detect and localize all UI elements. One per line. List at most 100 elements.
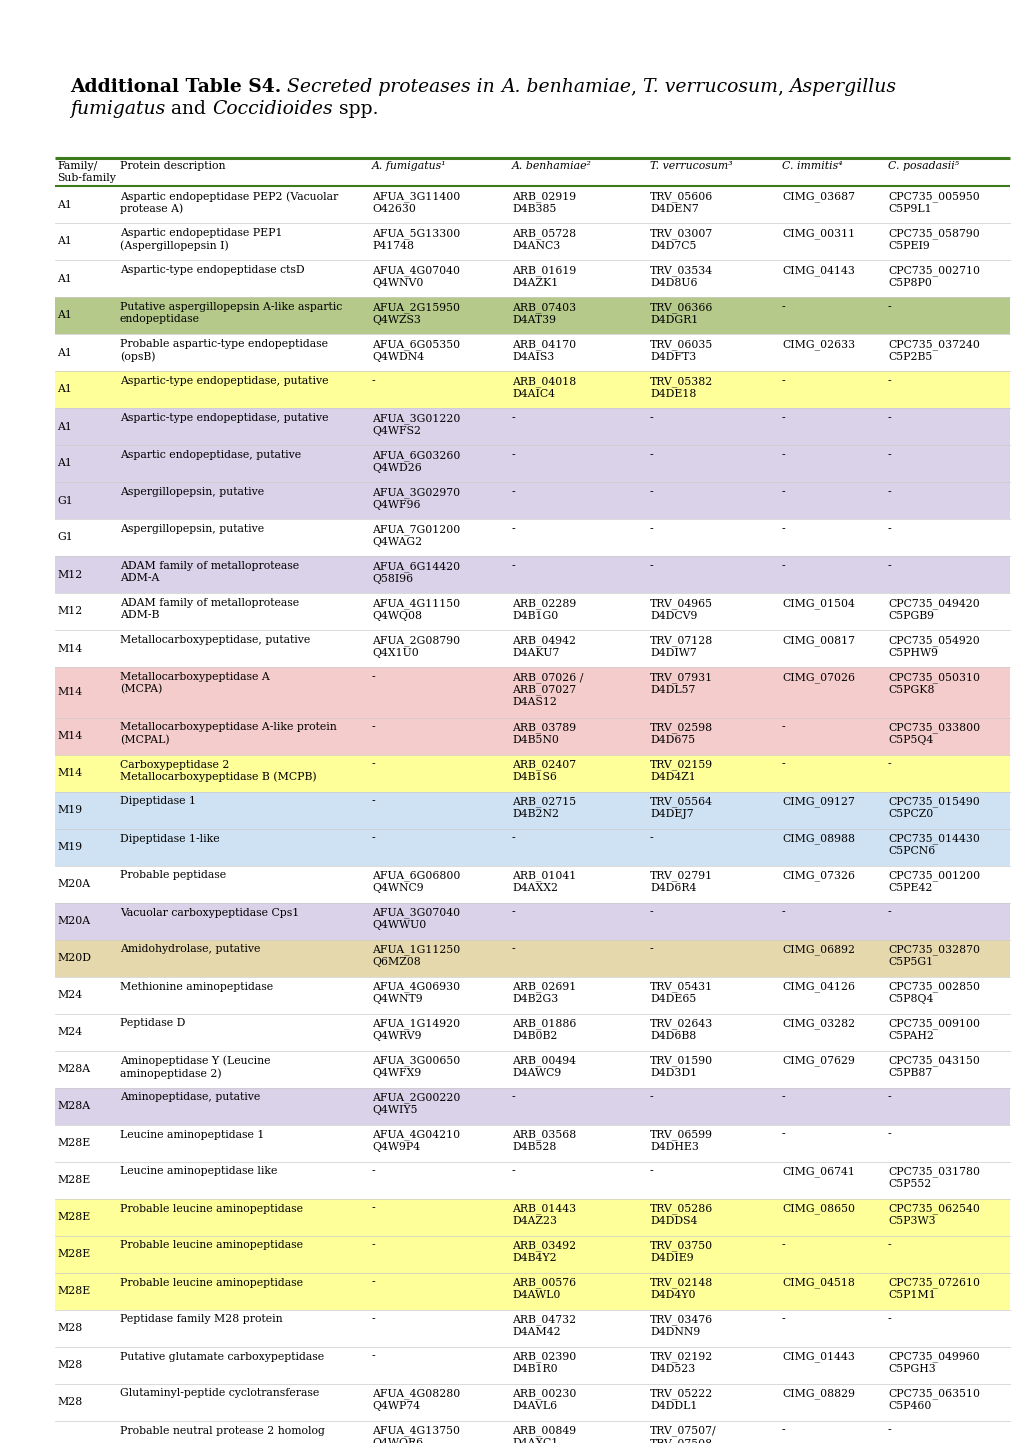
Text: AFUA_5G13300
P41748: AFUA_5G13300 P41748 xyxy=(372,228,460,251)
Text: CPC735_014430
C5PCN6: CPC735_014430 C5PCN6 xyxy=(888,834,979,856)
Text: -: - xyxy=(782,302,785,312)
Text: Coccidioides: Coccidioides xyxy=(212,100,332,118)
Text: Aminopeptidase, putative: Aminopeptidase, putative xyxy=(120,1092,260,1102)
Text: -: - xyxy=(782,759,785,769)
Bar xyxy=(55,1199,1009,1235)
Text: -: - xyxy=(372,759,375,769)
Text: -: - xyxy=(888,450,891,460)
Text: M28E: M28E xyxy=(57,1250,90,1258)
Text: Leucine aminopeptidase like: Leucine aminopeptidase like xyxy=(120,1166,277,1176)
Text: Metallocarboxypeptidase A
(MCPA): Metallocarboxypeptidase A (MCPA) xyxy=(120,672,269,694)
Text: M28: M28 xyxy=(57,1397,83,1407)
Text: TRV_02598
D4D675: TRV_02598 D4D675 xyxy=(649,723,712,745)
Text: ARB_07026 /
ARB_07027
D4AS12: ARB_07026 / ARB_07027 D4AS12 xyxy=(512,672,583,707)
Bar xyxy=(55,792,1009,828)
Text: Amidohydrolase, putative: Amidohydrolase, putative xyxy=(120,945,260,954)
Text: M19: M19 xyxy=(57,843,83,851)
Text: CPC735_050310
C5PGK8: CPC735_050310 C5PGK8 xyxy=(888,672,979,694)
Text: CPC735_049960
C5PGH3: CPC735_049960 C5PGH3 xyxy=(888,1352,979,1374)
Text: CIMG_07326: CIMG_07326 xyxy=(782,870,854,882)
Text: Metallocarboxypeptidase, putative: Metallocarboxypeptidase, putative xyxy=(120,635,310,645)
Bar xyxy=(55,755,1009,792)
Text: ARB_07403
D4AT39: ARB_07403 D4AT39 xyxy=(512,302,576,325)
Text: AFUA_2G00220
Q4WIY5: AFUA_2G00220 Q4WIY5 xyxy=(372,1092,460,1115)
Text: -: - xyxy=(782,1092,785,1102)
Text: Additional Table S4.: Additional Table S4. xyxy=(70,78,281,97)
Text: TRV_02148
D4D4Y0: TRV_02148 D4D4Y0 xyxy=(649,1277,712,1300)
Text: AFUA_4G06930
Q4WNT9: AFUA_4G06930 Q4WNT9 xyxy=(372,981,460,1004)
Text: A. benhamiae²: A. benhamiae² xyxy=(512,162,591,172)
Text: CIMG_08650: CIMG_08650 xyxy=(782,1203,854,1214)
Text: AFUA_3G01220
Q4WFS2: AFUA_3G01220 Q4WFS2 xyxy=(372,413,460,436)
Text: TRV_05606
D4DEN7: TRV_05606 D4DEN7 xyxy=(649,190,712,214)
Text: -: - xyxy=(372,1315,375,1325)
Text: Peptidase D: Peptidase D xyxy=(120,1019,185,1029)
Text: spp.: spp. xyxy=(332,100,378,118)
Text: Family/
Sub-family: Family/ Sub-family xyxy=(57,162,116,183)
Text: A1: A1 xyxy=(57,421,71,431)
Text: CIMG_09127: CIMG_09127 xyxy=(782,797,854,807)
Bar xyxy=(55,297,1009,333)
Text: -: - xyxy=(649,561,653,571)
Text: -: - xyxy=(372,1241,375,1251)
Text: Dipeptidase 1-like: Dipeptidase 1-like xyxy=(120,834,219,844)
Text: -: - xyxy=(512,450,516,460)
Text: ARB_03568
D4B528: ARB_03568 D4B528 xyxy=(512,1130,576,1152)
Text: ARB_02715
D4B2N2: ARB_02715 D4B2N2 xyxy=(512,797,576,820)
Text: -: - xyxy=(512,486,516,496)
Text: CIMG_06892: CIMG_06892 xyxy=(782,945,854,955)
Text: T. verrucosum³: T. verrucosum³ xyxy=(649,162,732,172)
Text: AFUA_1G11250
Q6MZ08: AFUA_1G11250 Q6MZ08 xyxy=(372,945,460,967)
Text: M24: M24 xyxy=(57,990,83,1000)
Text: CPC735_005950
C5P9L1: CPC735_005950 C5P9L1 xyxy=(888,190,979,214)
Text: -: - xyxy=(782,413,785,423)
Text: M28: M28 xyxy=(57,1323,83,1333)
Text: CIMG_03282: CIMG_03282 xyxy=(782,1019,854,1029)
Text: -: - xyxy=(649,450,653,460)
Text: -: - xyxy=(372,797,375,807)
Text: -: - xyxy=(649,524,653,534)
Text: -: - xyxy=(888,1315,891,1325)
Text: Methionine aminopeptidase: Methionine aminopeptidase xyxy=(120,981,273,991)
Text: CIMG_07629: CIMG_07629 xyxy=(782,1055,854,1066)
Text: A1: A1 xyxy=(57,384,71,394)
Bar xyxy=(55,556,1009,593)
Text: ARB_02390
D4B1R0: ARB_02390 D4B1R0 xyxy=(512,1352,576,1374)
Text: M28A: M28A xyxy=(57,1101,90,1111)
Text: ARB_01041
D4AXX2: ARB_01041 D4AXX2 xyxy=(512,870,576,893)
Text: CPC735_001200
C5PE42: CPC735_001200 C5PE42 xyxy=(888,870,979,893)
Text: ARB_03789
D4B5N0: ARB_03789 D4B5N0 xyxy=(512,723,576,745)
Text: -: - xyxy=(372,1352,375,1362)
Text: CPC735_063510
C5P460: CPC735_063510 C5P460 xyxy=(888,1388,979,1411)
Text: ARB_03492
D4B4Y2: ARB_03492 D4B4Y2 xyxy=(512,1241,576,1263)
Text: Secreted proteases in: Secreted proteases in xyxy=(281,78,500,97)
Text: A1: A1 xyxy=(57,348,71,358)
Bar xyxy=(55,667,1009,717)
Text: Aspartic-type endopeptidase, putative: Aspartic-type endopeptidase, putative xyxy=(120,377,328,385)
Text: CPC735_072610
C5P1M1: CPC735_072610 C5P1M1 xyxy=(888,1277,979,1300)
Text: -: - xyxy=(649,486,653,496)
Bar xyxy=(55,1273,1009,1309)
Text: TRV_02159
D4D4Z1: TRV_02159 D4D4Z1 xyxy=(649,759,712,782)
Bar xyxy=(55,1235,1009,1273)
Text: M20A: M20A xyxy=(57,916,90,926)
Text: M24: M24 xyxy=(57,1027,83,1038)
Text: fumigatus: fumigatus xyxy=(70,100,165,118)
Text: -: - xyxy=(888,1426,891,1436)
Text: CIMG_04518: CIMG_04518 xyxy=(782,1277,854,1289)
Text: -: - xyxy=(782,486,785,496)
Text: -: - xyxy=(888,486,891,496)
Text: M28E: M28E xyxy=(57,1212,90,1222)
Text: AFUA_4G13750
Q4WQR6: AFUA_4G13750 Q4WQR6 xyxy=(372,1426,460,1443)
Text: TRV_05564
D4DEJ7: TRV_05564 D4DEJ7 xyxy=(649,797,712,820)
Text: -: - xyxy=(512,561,516,571)
Text: AFUA_3G02970
Q4WF96: AFUA_3G02970 Q4WF96 xyxy=(372,486,460,509)
Text: CPC735_015490
C5PCZ0: CPC735_015490 C5PCZ0 xyxy=(888,797,979,820)
Text: ARB_04942
D4AKU7: ARB_04942 D4AKU7 xyxy=(512,635,576,658)
Text: Vacuolar carboxypeptidase Cps1: Vacuolar carboxypeptidase Cps1 xyxy=(120,908,299,918)
Text: C. immitis⁴: C. immitis⁴ xyxy=(782,162,842,172)
Text: -: - xyxy=(372,834,375,844)
Bar xyxy=(55,828,1009,866)
Text: -: - xyxy=(888,908,891,918)
Text: AFUA_6G03260
Q4WD26: AFUA_6G03260 Q4WD26 xyxy=(372,450,460,473)
